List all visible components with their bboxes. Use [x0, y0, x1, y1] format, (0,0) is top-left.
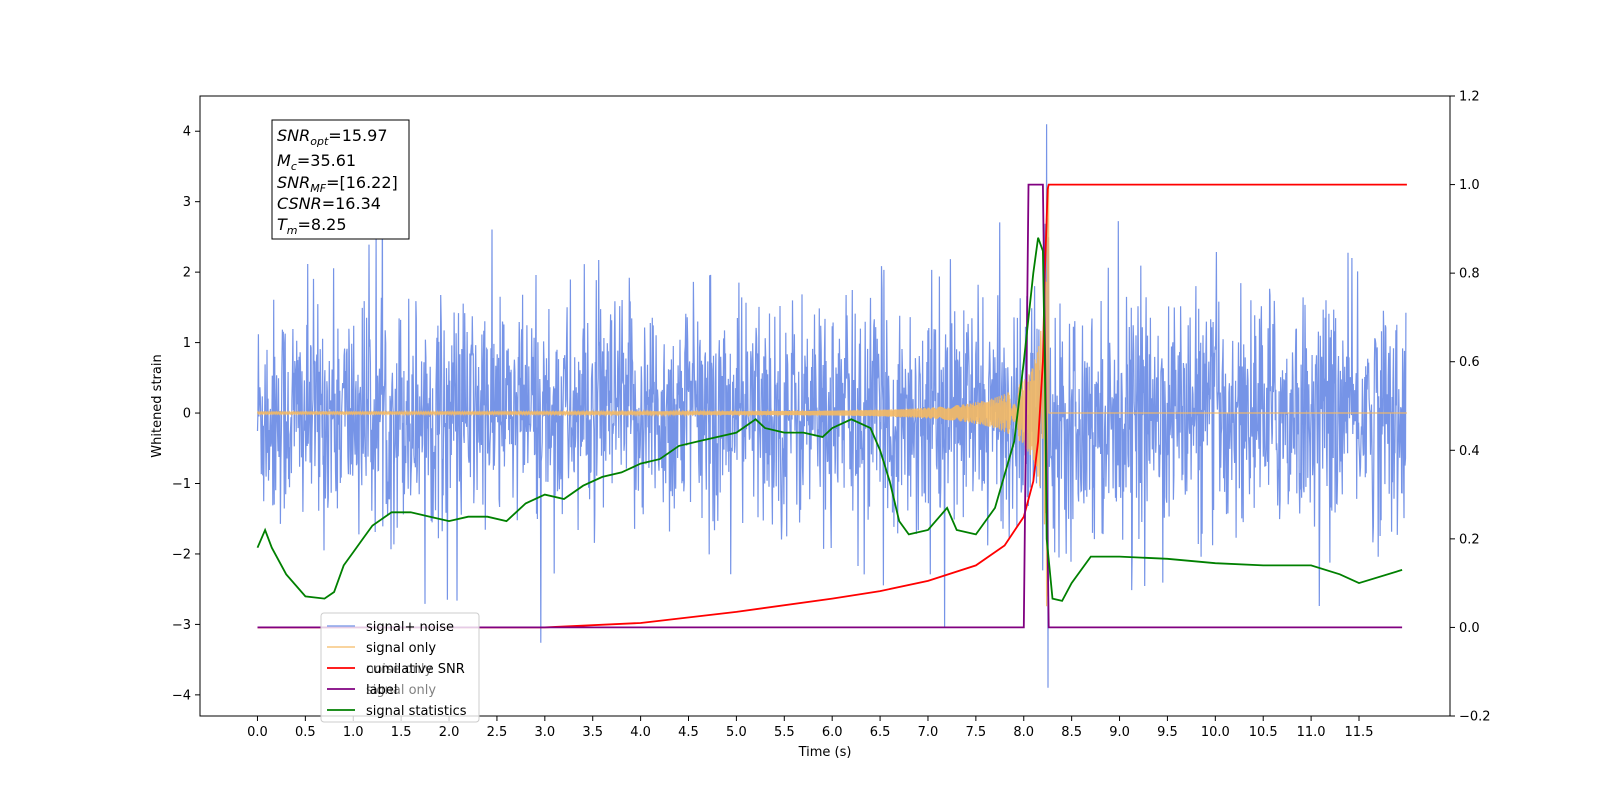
y-right-tick-label: 0.0 — [1459, 621, 1480, 636]
y-left-tick-label: −4 — [172, 688, 191, 703]
x-tick-label: 9.0 — [1109, 725, 1130, 740]
series-signal-only-line — [256, 187, 1407, 607]
x-tick-label: 0.0 — [247, 725, 268, 740]
x-tick-label: 2.0 — [439, 725, 460, 740]
y-right-tick-label: 0.2 — [1459, 532, 1480, 547]
annotation-snr-opt: SNRopt=15.97 — [277, 126, 388, 148]
x-tick-label: 4.5 — [678, 725, 699, 740]
legend-entry: signal+ noise — [366, 620, 454, 635]
series-label-line — [257, 183, 1403, 629]
annotation-snr-mf: SNRMF=[16.22] — [277, 173, 398, 195]
annotation-frame — [271, 119, 410, 240]
y-right-tick-label: 1.2 — [1459, 90, 1480, 105]
x-tick-label: 8.0 — [1013, 725, 1034, 740]
x-tick-label: 10.5 — [1249, 725, 1278, 740]
annotation-csnr: CSNR=16.34 — [277, 194, 381, 213]
x-tick-label: 11.5 — [1345, 725, 1374, 740]
y-right-tick-label: −0.2 — [1459, 710, 1491, 725]
annotation-tm: Tm=8.25 — [277, 215, 347, 237]
legend-entry: signal only — [366, 641, 436, 656]
y-axis-left-label: Whitened strain — [150, 354, 165, 457]
plot-area — [256, 124, 1407, 688]
y-right-tick-label: 0.6 — [1459, 355, 1480, 370]
x-tick-label: 1.5 — [391, 725, 412, 740]
series-signal-statistics-line — [256, 237, 1403, 602]
x-tick-label: 10.0 — [1201, 725, 1230, 740]
axes-frame — [199, 95, 1451, 717]
y-left-tick-label: 4 — [183, 125, 191, 140]
x-tick-label: 3.5 — [582, 725, 603, 740]
x-tick-label: 6.5 — [870, 725, 891, 740]
x-axis: 0.0 0.5 1.0 1.5 2.0 2.5 3.0 3.5 4.0 4.5 5.0 5.5 6.0 6… — [247, 716, 1373, 740]
annotation-box: SNRopt=15.97 Mc=35.61 SNRMF=[16.22] CSNR… — [271, 119, 410, 240]
y-axis-left: 4 3 2 1 0 −1 −2 −3 −4 — [172, 125, 200, 703]
x-tick-label: 2.5 — [487, 725, 508, 740]
x-axis-label: Time (s) — [798, 745, 852, 760]
legend: noise only signal only signal+ noise sign… — [320, 612, 480, 723]
x-tick-label: 0.5 — [295, 725, 316, 740]
legend-entry: signal statistics — [366, 704, 467, 719]
x-tick-label: 5.5 — [774, 725, 795, 740]
x-tick-label: 5.0 — [726, 725, 747, 740]
y-right-tick-label: 0.8 — [1459, 267, 1480, 282]
series-cumulative-snr-line — [257, 183, 1407, 629]
legend-entry: cumilative SNR — [366, 662, 465, 677]
y-left-tick-label: 2 — [183, 266, 191, 281]
y-left-tick-label: −2 — [172, 547, 191, 562]
y-right-tick-label: 1.0 — [1459, 178, 1480, 193]
x-tick-label: 7.0 — [918, 725, 939, 740]
x-tick-label: 9.5 — [1157, 725, 1178, 740]
x-tick-label: 6.0 — [822, 725, 843, 740]
legend-ghost-signal-only: signal only — [366, 683, 436, 698]
y-axis-right: 1.2 1.0 0.8 0.6 0.4 0.2 0.0 −0.2 — [1450, 90, 1491, 725]
x-tick-label: 4.0 — [630, 725, 651, 740]
series-signal-noise-line — [256, 124, 1407, 688]
annotation-mc: Mc=35.61 — [277, 151, 356, 173]
y-left-tick-label: 3 — [183, 195, 191, 210]
legend-frame — [320, 612, 480, 723]
y-right-tick-label: 0.4 — [1459, 444, 1480, 459]
x-tick-label: 7.5 — [966, 725, 987, 740]
x-tick-label: 3.0 — [534, 725, 555, 740]
x-tick-label: 11.0 — [1297, 725, 1326, 740]
y-left-tick-label: −1 — [172, 477, 191, 492]
y-left-tick-label: 0 — [183, 407, 191, 422]
legend-ghost-noise-only: noise only — [366, 662, 433, 677]
legend-entry: label — [366, 683, 397, 698]
x-tick-label: 8.5 — [1061, 725, 1082, 740]
x-tick-label: 1.0 — [343, 725, 364, 740]
y-left-tick-label: 1 — [183, 336, 191, 351]
y-left-tick-label: −3 — [172, 618, 191, 633]
